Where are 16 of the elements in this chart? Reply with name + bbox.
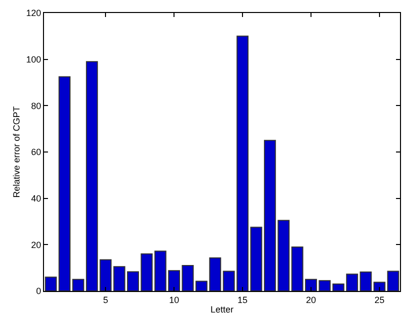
y-tick-label: 60 bbox=[31, 147, 42, 158]
bar bbox=[250, 226, 262, 291]
y-axis-title: Relative error of CGPT bbox=[12, 106, 22, 198]
y-tick-label: 20 bbox=[31, 240, 42, 250]
y-tick-label: 40 bbox=[31, 193, 42, 204]
x-tick-label: 5 bbox=[103, 294, 108, 305]
x-tick-label: 20 bbox=[306, 294, 316, 305]
y-tick-label: 100 bbox=[26, 54, 42, 64]
y-tick-label: 80 bbox=[31, 100, 42, 111]
y-tick-label: 120 bbox=[26, 8, 42, 18]
x-tick-label: 15 bbox=[238, 294, 248, 305]
x-axis-title: Letter bbox=[210, 304, 234, 315]
x-tick-label: 10 bbox=[169, 294, 180, 305]
y-tick-label: 0 bbox=[36, 286, 42, 296]
bar bbox=[72, 278, 84, 291]
x-tick-label: 25 bbox=[374, 294, 384, 305]
